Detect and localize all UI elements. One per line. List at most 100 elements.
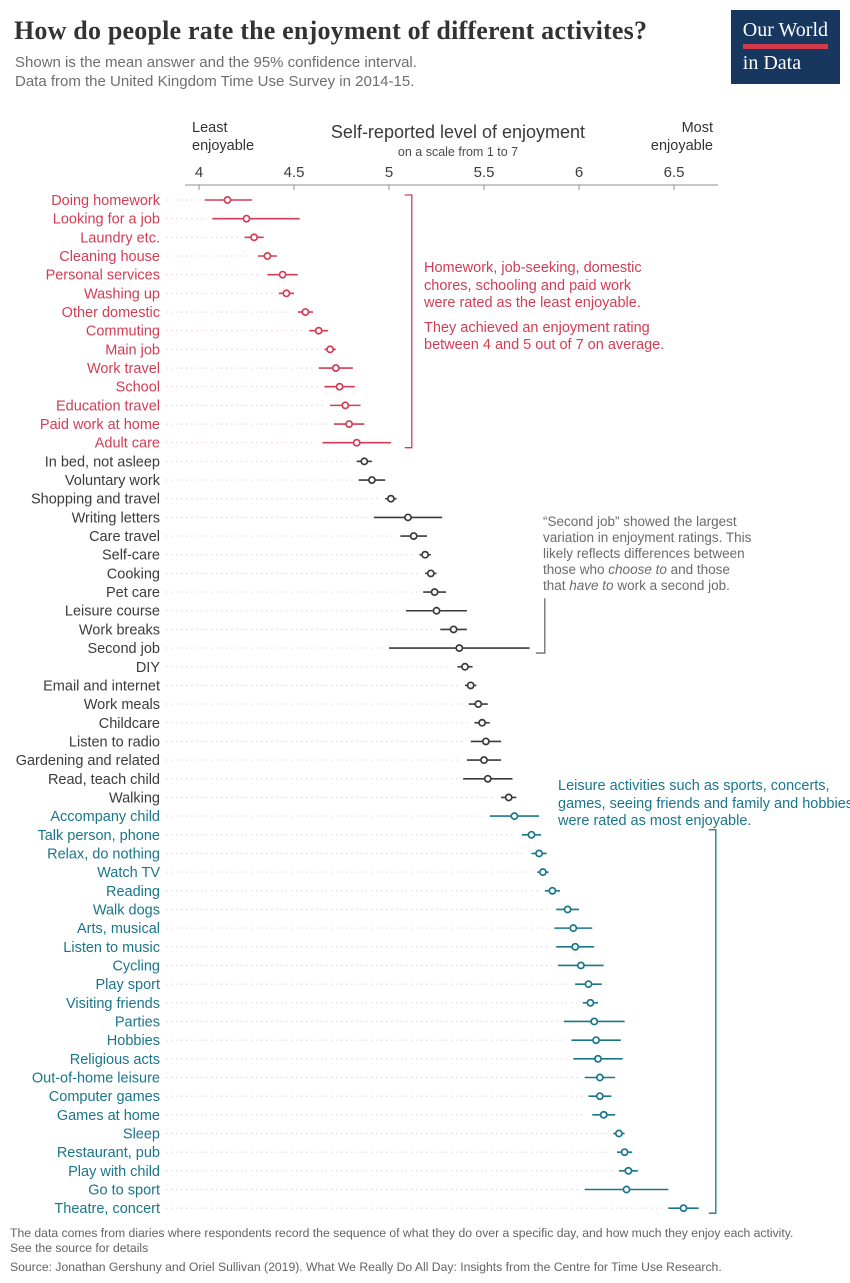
- mean-dot[interactable]: [595, 1073, 604, 1082]
- mean-dot[interactable]: [624, 1166, 633, 1175]
- mean-dot[interactable]: [223, 196, 232, 204]
- mean-dot[interactable]: [461, 662, 469, 671]
- mean-dot[interactable]: [449, 625, 458, 634]
- mean-dot[interactable]: [326, 345, 335, 354]
- logo-line-2: in Data: [742, 52, 802, 74]
- cc-by-link[interactable]: CC-BY: [613, 1281, 651, 1283]
- activity-label: Paid work at home: [40, 417, 160, 433]
- mean-dot[interactable]: [586, 998, 595, 1007]
- activity-label: Work breaks: [79, 622, 160, 638]
- axis-tick-label: 5.5: [474, 164, 495, 181]
- activity-label: Watch TV: [97, 865, 160, 881]
- axis-tick-label: 5: [385, 164, 393, 181]
- mean-dot[interactable]: [590, 1017, 599, 1026]
- activity-label: Work meals: [84, 697, 160, 713]
- mean-dot[interactable]: [620, 1148, 629, 1157]
- most-enjoyable-label: Most: [682, 120, 713, 136]
- enjoyment-dot-plot: Self-reported level of enjoyment on a sca…: [16, 120, 718, 1217]
- mean-dot[interactable]: [614, 1129, 623, 1138]
- license-pre: Licensed under: [527, 1281, 614, 1283]
- mean-dot[interactable]: [595, 1092, 604, 1101]
- activity-label: Writing letters: [72, 510, 160, 526]
- mean-dot[interactable]: [594, 1054, 602, 1063]
- mean-dot[interactable]: [538, 868, 547, 877]
- activity-label: Cycling: [112, 958, 160, 974]
- mean-dot[interactable]: [301, 308, 310, 316]
- mean-dot[interactable]: [466, 681, 475, 690]
- footer-license: Licensed under CC-BY by the author Esteb…: [527, 1281, 840, 1283]
- activity-label: Theatre, concert: [54, 1201, 160, 1217]
- axis-title: Self-reported level of enjoyment: [331, 122, 585, 142]
- mean-dot[interactable]: [576, 961, 585, 970]
- mean-dot[interactable]: [360, 457, 369, 466]
- activity-label: Arts, musical: [77, 921, 160, 937]
- mean-dot[interactable]: [622, 1185, 631, 1194]
- mean-dot[interactable]: [592, 1036, 601, 1045]
- activity-label: Restaurant, pub: [57, 1145, 160, 1161]
- activity-label: Hobbies: [107, 1033, 160, 1049]
- mean-dot[interactable]: [481, 737, 490, 746]
- activity-label: Washing up: [84, 286, 160, 302]
- mean-dot[interactable]: [278, 270, 287, 279]
- activity-label: Cleaning house: [59, 249, 160, 265]
- mean-dot[interactable]: [430, 588, 439, 597]
- mean-dot[interactable]: [409, 532, 418, 541]
- activity-label: Laundry etc.: [80, 230, 160, 246]
- activity-label: Commuting: [86, 324, 160, 340]
- group-bracket: [535, 598, 546, 654]
- mean-dot[interactable]: [341, 401, 350, 410]
- axis-tick-label: 6.5: [664, 164, 685, 181]
- mean-dot[interactable]: [426, 569, 435, 578]
- mean-dot[interactable]: [527, 830, 536, 839]
- footer-tagline: – Research and data to make progress aga…: [10, 1281, 485, 1283]
- mean-dot[interactable]: [510, 812, 519, 821]
- activity-label: Cooking: [107, 566, 160, 582]
- page-title: How do people rate the enjoyment of diff…: [14, 16, 648, 45]
- activity-label: Relax, do nothing: [47, 846, 160, 862]
- activity-label: Read, teach child: [48, 772, 160, 788]
- footer-note-2: See the source for details: [10, 1240, 149, 1255]
- activity-label: Sleep: [123, 1127, 160, 1143]
- mean-dot[interactable]: [250, 233, 259, 242]
- mean-dot[interactable]: [455, 644, 464, 653]
- mean-dot[interactable]: [474, 700, 483, 709]
- subtitle-line-1: Shown is the mean answer and the 95% con…: [15, 54, 417, 71]
- activity-label: Education travel: [56, 398, 160, 414]
- mean-dot[interactable]: [331, 364, 340, 372]
- mean-dot[interactable]: [386, 494, 395, 503]
- mean-dot[interactable]: [335, 382, 344, 391]
- mean-dot[interactable]: [478, 718, 487, 727]
- activity-label: Walk dogs: [93, 902, 160, 918]
- mean-dot[interactable]: [242, 214, 251, 223]
- mean-dot[interactable]: [345, 420, 354, 428]
- mean-dot[interactable]: [263, 252, 272, 260]
- activity-label: Leisure course: [65, 604, 160, 620]
- mean-dot[interactable]: [563, 905, 572, 914]
- activity-label: Play sport: [96, 977, 160, 993]
- mean-dot[interactable]: [352, 438, 361, 447]
- mean-dot[interactable]: [404, 513, 412, 522]
- mean-dot[interactable]: [599, 1110, 608, 1119]
- mean-dot[interactable]: [584, 980, 593, 989]
- mean-dot[interactable]: [679, 1204, 688, 1213]
- mean-dot[interactable]: [421, 550, 430, 559]
- license-post: by the author Esteban Ortiz-Ospina.: [527, 1281, 806, 1283]
- activity-label: Walking: [109, 790, 160, 806]
- mean-dot[interactable]: [535, 849, 544, 858]
- dot-plot-container: Self-reported level of enjoyment on a sca…: [0, 110, 850, 1227]
- mean-dot[interactable]: [432, 606, 441, 615]
- mean-dot[interactable]: [483, 774, 492, 783]
- chart-subtitle: Shown is the mean answer and the 95% con…: [0, 46, 850, 91]
- mean-dot[interactable]: [367, 476, 376, 484]
- mean-dot[interactable]: [548, 886, 557, 895]
- mean-dot[interactable]: [571, 942, 580, 951]
- mean-dot[interactable]: [569, 924, 578, 933]
- mean-dot[interactable]: [504, 793, 513, 802]
- activity-label: Religious acts: [70, 1052, 160, 1068]
- mean-dot[interactable]: [480, 756, 488, 765]
- owid-logo[interactable]: Our World in Data: [730, 10, 840, 84]
- mean-dot[interactable]: [314, 326, 323, 335]
- mean-dot[interactable]: [282, 289, 291, 298]
